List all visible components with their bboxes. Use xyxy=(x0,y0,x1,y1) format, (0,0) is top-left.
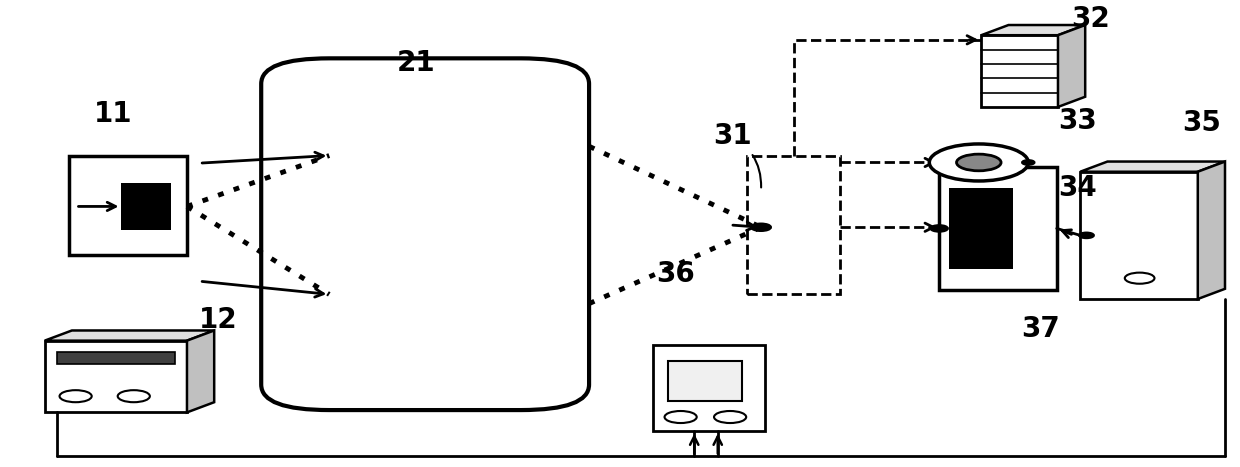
FancyBboxPatch shape xyxy=(981,35,1058,107)
Polygon shape xyxy=(187,331,215,412)
Circle shape xyxy=(930,225,947,232)
Text: 35: 35 xyxy=(1182,109,1221,137)
Circle shape xyxy=(929,144,1028,181)
FancyBboxPatch shape xyxy=(668,361,743,401)
FancyBboxPatch shape xyxy=(122,184,171,230)
Text: 32: 32 xyxy=(1071,5,1110,33)
Polygon shape xyxy=(45,331,215,340)
Polygon shape xyxy=(981,25,1085,35)
Text: 34: 34 xyxy=(1059,174,1097,202)
Circle shape xyxy=(665,411,697,423)
Circle shape xyxy=(1125,273,1154,284)
Circle shape xyxy=(751,224,771,231)
FancyBboxPatch shape xyxy=(57,352,175,364)
Circle shape xyxy=(714,411,746,423)
Text: 12: 12 xyxy=(198,306,237,334)
Text: 21: 21 xyxy=(397,49,435,77)
Circle shape xyxy=(1022,160,1034,165)
Text: 33: 33 xyxy=(1059,107,1097,135)
Circle shape xyxy=(118,390,150,402)
FancyBboxPatch shape xyxy=(1080,172,1198,299)
FancyBboxPatch shape xyxy=(939,167,1056,290)
Text: 37: 37 xyxy=(1022,315,1060,343)
Polygon shape xyxy=(1058,25,1085,107)
Polygon shape xyxy=(1080,162,1225,172)
Circle shape xyxy=(956,154,1001,171)
FancyBboxPatch shape xyxy=(262,58,589,410)
Polygon shape xyxy=(1198,162,1225,299)
FancyBboxPatch shape xyxy=(949,188,1013,269)
FancyBboxPatch shape xyxy=(653,345,765,431)
Text: 36: 36 xyxy=(656,260,696,288)
Text: 31: 31 xyxy=(713,122,761,187)
Circle shape xyxy=(60,390,92,402)
FancyBboxPatch shape xyxy=(69,156,187,255)
Circle shape xyxy=(1079,233,1094,238)
FancyBboxPatch shape xyxy=(45,340,187,412)
Text: 11: 11 xyxy=(93,100,131,128)
